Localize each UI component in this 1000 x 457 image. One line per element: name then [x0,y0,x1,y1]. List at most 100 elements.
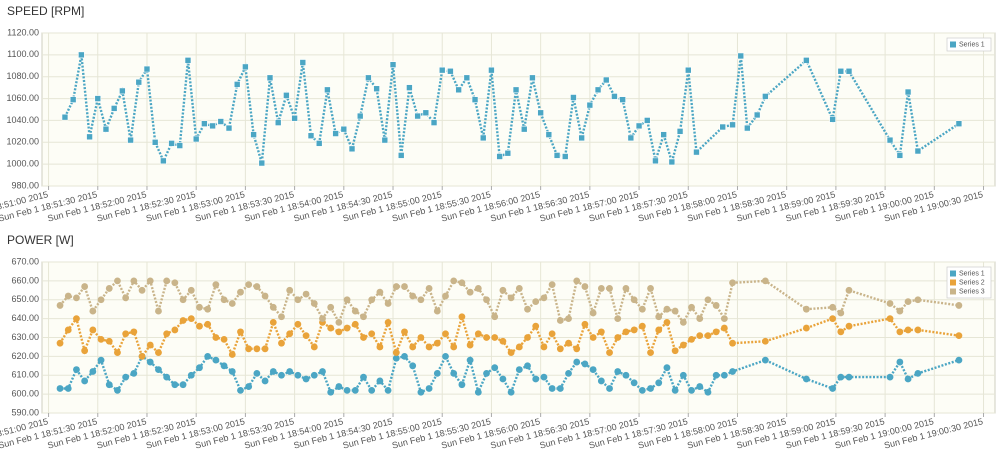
point [56,339,64,347]
point [744,124,751,132]
point [179,296,187,304]
point [319,315,326,323]
point [597,377,605,385]
point [955,332,963,340]
point [803,57,810,64]
point [729,339,736,347]
point [286,330,294,338]
point [102,125,110,133]
point [69,96,77,103]
point [220,362,228,370]
point [556,345,564,353]
point [647,385,654,392]
point [368,296,376,304]
point [450,277,458,285]
point [360,313,367,321]
y-tick-label: 1100.00 [7,49,39,59]
chart-title: POWER [W] [7,233,74,247]
point [97,356,105,364]
point [622,371,630,379]
point [258,159,266,167]
point [307,132,315,140]
legend-swatch [950,270,956,277]
y-tick-label: 980.00 [11,180,39,190]
point [548,330,556,338]
point [212,281,220,289]
point [845,286,853,294]
point [688,303,695,311]
point [455,86,462,94]
point [442,352,449,360]
point [376,288,384,296]
y-tick-label: 660.00 [11,275,39,285]
point [655,313,663,321]
point [573,345,581,353]
point [597,328,605,336]
point [463,74,471,82]
point [597,285,605,292]
point [73,366,80,373]
point [914,326,922,334]
point [671,307,679,315]
point [474,330,482,338]
point [406,84,413,91]
point [274,119,282,126]
y-tick-label: 590.00 [11,407,39,417]
point [245,345,253,353]
point [283,91,290,99]
point [802,305,810,313]
point [622,328,630,336]
point [343,386,351,394]
point [392,283,400,290]
point [81,347,89,355]
point [663,364,671,372]
point [904,326,912,334]
point [228,351,236,358]
point [704,296,712,304]
point [138,352,146,360]
point [114,386,121,394]
point [94,95,102,102]
point [365,74,372,82]
point [122,294,130,302]
point [151,138,159,146]
point [466,288,474,296]
point [524,305,531,313]
point [507,349,515,356]
point [684,66,692,74]
point [310,371,318,379]
point [652,157,659,165]
y-tick-label: 1120.00 [7,27,39,37]
point [56,385,64,392]
point [196,322,203,330]
point [606,349,613,356]
point [201,120,208,128]
point [417,388,425,396]
point [155,366,162,373]
point [458,279,466,287]
point [335,319,343,326]
point [627,134,635,142]
point [146,277,154,285]
point [688,335,695,343]
point [671,347,679,355]
point [184,57,192,64]
point [496,153,503,160]
point [483,334,490,341]
point [729,368,736,375]
point [332,130,339,137]
point [171,381,179,389]
point [955,356,963,364]
point [327,388,335,396]
point [187,371,195,379]
y-tick-label: 650.00 [11,294,39,304]
point [233,81,241,88]
point [515,343,523,351]
point [594,86,602,94]
point [302,332,310,340]
point [381,136,389,144]
point [499,337,507,345]
point [532,322,540,330]
point [606,285,613,292]
point [335,383,343,390]
